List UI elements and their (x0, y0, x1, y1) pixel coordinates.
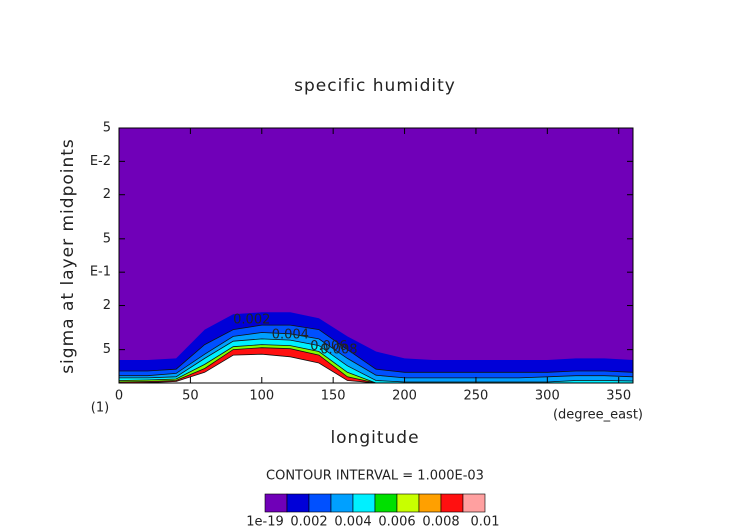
y-tick-label: 2 (103, 298, 111, 313)
colorbar-cell (374, 493, 398, 513)
colorbar-cell (440, 493, 464, 513)
colorbar-tick-label: 1e-19 (246, 515, 284, 530)
contour-label: 0.006 (310, 339, 347, 354)
y-tick-label: E-1 (90, 265, 111, 280)
x-tick-label: 150 (321, 389, 346, 404)
x-axis-label: longitude (330, 428, 419, 448)
chart-title: specific humidity (294, 76, 456, 96)
colorbar-cell (264, 493, 288, 513)
x-tick-label: 100 (249, 389, 274, 404)
y-tick-label: E-2 (90, 154, 111, 169)
x-tick-label: 300 (535, 389, 560, 404)
y-tick-label: 5 (103, 231, 111, 246)
colorbar-tick-label: 0.006 (378, 515, 415, 530)
x-tick-label: 350 (606, 389, 631, 404)
x-tick-label: 250 (464, 389, 489, 404)
colorbar-cell (352, 493, 376, 513)
y-tick-label: 2 (103, 187, 111, 202)
contour-label: 0.002 (233, 313, 270, 328)
contour-label: 0.008 (320, 343, 357, 358)
y-tick-label: 5 (103, 121, 111, 136)
x-tick-label: 50 (182, 389, 199, 404)
colorbar-cell (286, 493, 310, 513)
x-tick-label: 0 (115, 389, 123, 404)
colorbar-tick-label: 0.002 (290, 515, 327, 530)
colorbar-cell (462, 493, 486, 513)
colorbar-tick-label: 0.004 (334, 515, 371, 530)
colorbar-cell (396, 493, 420, 513)
colorbar-tick-label: 0.008 (422, 515, 459, 530)
x-tick-label: 200 (392, 389, 417, 404)
y-axis-label: sigma at layer midpoints (58, 138, 78, 374)
colorbar-cell (330, 493, 354, 513)
colorbar-tick-label: 0.01 (471, 515, 500, 530)
y-tick-label: 5 (103, 342, 111, 357)
y-axis-unit: (1) (91, 401, 109, 416)
x-axis-unit: (degree_east) (553, 408, 643, 423)
colorbar-cell (418, 493, 442, 513)
colorbar-cell (308, 493, 332, 513)
contour-interval: CONTOUR INTERVAL = 1.000E-03 (266, 469, 484, 484)
plot-frame (118, 127, 634, 384)
contour-label: 0.004 (272, 328, 309, 343)
